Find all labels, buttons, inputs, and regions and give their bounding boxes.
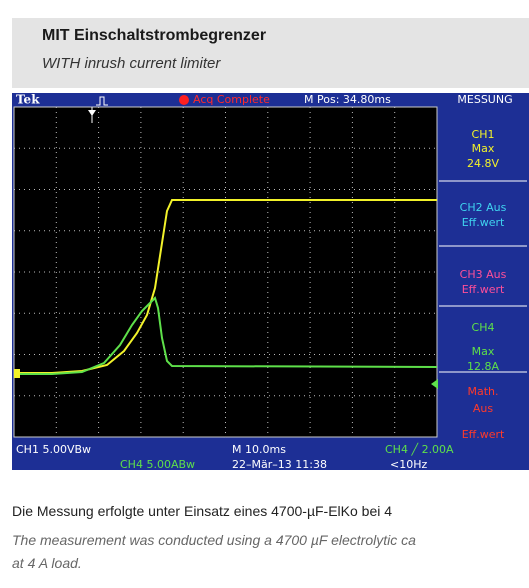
caption-english: The measurement was conducted using a 47… bbox=[12, 532, 416, 548]
panel-text: Eff.wert bbox=[462, 216, 505, 229]
panel-section bbox=[439, 181, 527, 246]
panel-section bbox=[439, 107, 527, 181]
panel-text: 12.8A bbox=[467, 360, 499, 373]
panel-text: CH4 bbox=[472, 321, 495, 334]
panel-text: CH1 bbox=[472, 128, 495, 141]
brand: Tek bbox=[16, 93, 40, 107]
panel-text: CH2 Aus bbox=[460, 201, 507, 214]
panel-text: 24.8V bbox=[467, 157, 499, 170]
panel-text: Max bbox=[472, 142, 495, 155]
oscilloscope: Tek Acq Complete M Pos: 34.80ms MESSUNG … bbox=[12, 93, 529, 470]
trigger-frequency: <10Hz bbox=[390, 458, 427, 470]
timebase: M 10.0ms bbox=[232, 443, 286, 456]
acq-status: Acq Complete bbox=[193, 93, 270, 106]
record-dot bbox=[179, 95, 189, 105]
header-box: MIT Einschaltstrombegrenzer WITH inrush … bbox=[12, 18, 529, 88]
subtitle: WITH inrush current limiter bbox=[42, 55, 221, 72]
ch1-level-marker bbox=[14, 369, 20, 378]
ch4-scale: CH4 5.00ABw bbox=[120, 458, 195, 470]
panel-section bbox=[439, 372, 527, 437]
panel-text: Aus bbox=[473, 402, 493, 415]
panel-text: CH3 Aus bbox=[460, 268, 507, 281]
panel-section bbox=[439, 246, 527, 306]
menu-title: MESSUNG bbox=[457, 93, 512, 106]
trigger-icon bbox=[96, 96, 108, 106]
caption-english: at 4 A load. bbox=[12, 555, 82, 571]
screen-border bbox=[13, 106, 438, 438]
panel-text: Math. bbox=[467, 385, 498, 398]
trigger-setting: CH4 ╱ 2.00A bbox=[385, 442, 454, 456]
ch1-scale: CH1 5.00VBw bbox=[16, 443, 91, 456]
caption-german: Die Messung erfolgte unter Einsatz eines… bbox=[12, 503, 393, 519]
panel-section bbox=[439, 306, 527, 372]
title: MIT Einschaltstrombegrenzer bbox=[42, 27, 267, 44]
graticule bbox=[14, 107, 437, 437]
date-time: 22–Mär–13 11:38 bbox=[232, 458, 327, 470]
panel-text: Eff.wert bbox=[462, 283, 505, 296]
panel-text: Max bbox=[472, 345, 495, 358]
panel-text: Eff.wert bbox=[462, 428, 505, 441]
ch4-level-marker bbox=[431, 379, 438, 389]
horizontal-position: M Pos: 34.80ms bbox=[304, 93, 391, 106]
ch4-trace bbox=[14, 296, 438, 375]
